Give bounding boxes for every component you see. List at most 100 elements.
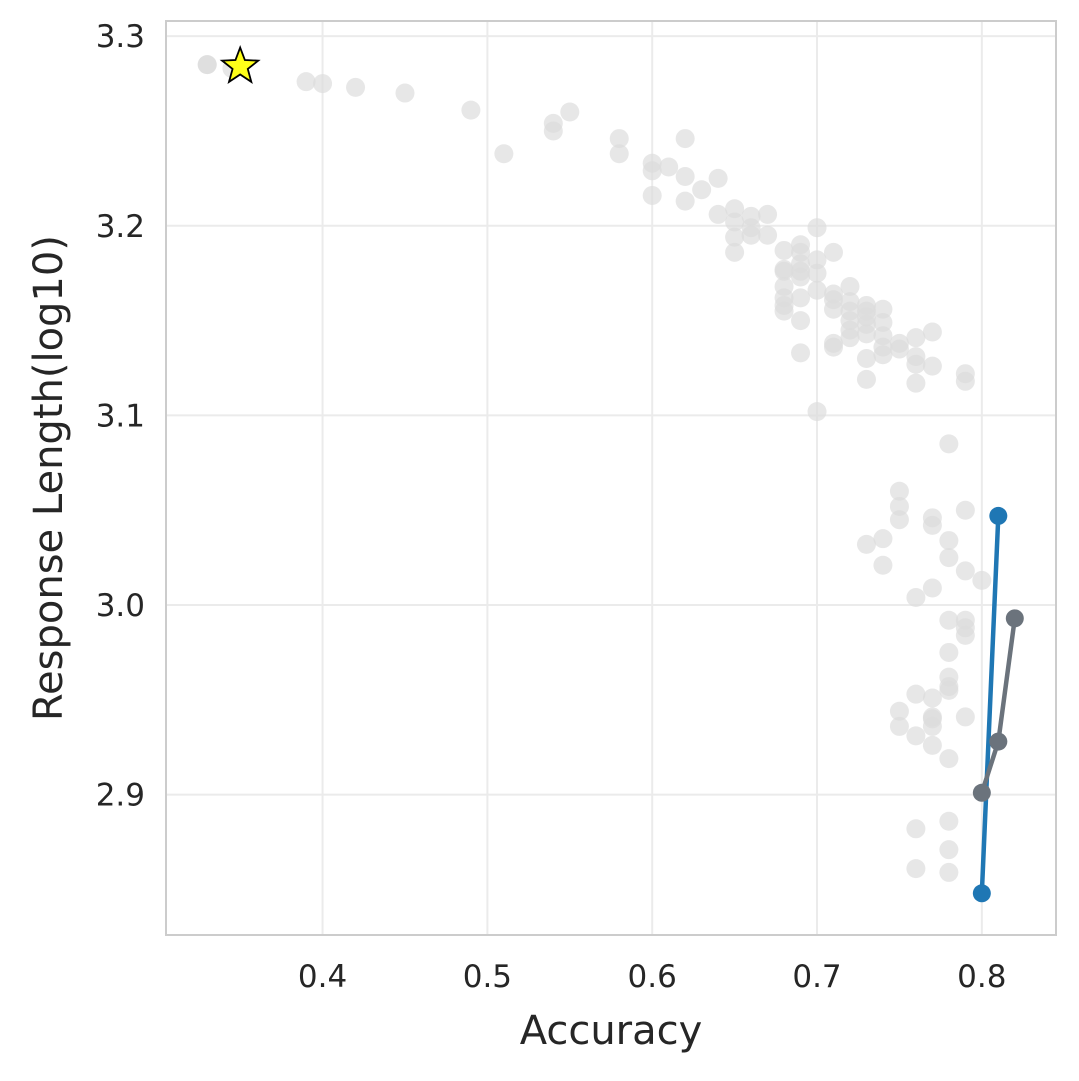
background-point — [856, 534, 876, 554]
background-point — [889, 339, 909, 359]
background-point — [906, 373, 926, 393]
background-point — [609, 144, 629, 164]
background-point — [939, 749, 959, 769]
background-point — [873, 529, 893, 549]
background-point — [296, 72, 316, 92]
background-point — [824, 242, 843, 262]
background-point — [807, 263, 827, 283]
background-point — [922, 578, 942, 598]
background-point — [955, 561, 975, 581]
background-point — [807, 280, 827, 300]
background-point — [659, 157, 679, 177]
background-point — [774, 261, 794, 281]
background-point — [824, 337, 843, 357]
background-point — [906, 587, 926, 607]
background-point — [889, 701, 909, 721]
background-point — [939, 434, 959, 454]
background-point — [791, 267, 811, 287]
background-point — [873, 555, 893, 575]
background-point — [922, 688, 942, 708]
background-point — [922, 356, 942, 376]
background-point — [758, 204, 778, 224]
y-tick-label: 3.1 — [96, 398, 145, 434]
background-point — [972, 570, 992, 590]
background-point — [840, 328, 860, 348]
background-point — [873, 345, 893, 365]
background-point — [906, 328, 926, 348]
star-marker — [219, 44, 261, 84]
background-point — [313, 74, 333, 94]
background-point — [708, 204, 728, 224]
background-point — [889, 496, 909, 516]
background-point — [873, 299, 893, 319]
background-point — [939, 680, 959, 700]
background-point — [461, 100, 481, 120]
background-point — [939, 862, 959, 882]
background-point — [675, 129, 695, 149]
background-point — [906, 354, 926, 374]
background-point — [922, 735, 942, 755]
background-point — [906, 726, 926, 746]
background-point — [758, 225, 778, 245]
background-point — [774, 240, 794, 260]
y-tick-label: 3.0 — [96, 588, 145, 624]
background-point — [889, 716, 909, 736]
background-point — [807, 218, 827, 238]
background-point — [906, 859, 926, 879]
series-point-1 — [989, 732, 1008, 751]
background-point — [939, 811, 959, 831]
background-point — [791, 343, 811, 363]
background-point — [642, 161, 662, 181]
y-tick-label: 3.2 — [96, 209, 145, 245]
background-point — [543, 121, 563, 141]
background-point — [708, 168, 728, 188]
background-point — [939, 610, 959, 630]
background-point — [906, 819, 926, 839]
background-point — [774, 301, 794, 321]
background-point — [346, 77, 366, 97]
background-point — [939, 840, 959, 860]
background-point — [791, 288, 811, 308]
series-point-0 — [989, 506, 1008, 525]
y-tick-label: 2.9 — [96, 778, 145, 814]
background-point — [807, 250, 827, 270]
background-point — [955, 500, 975, 520]
x-tick-label: 0.5 — [463, 959, 512, 995]
series-line-0 — [979, 513, 1001, 896]
y-tick-label: 3.3 — [96, 19, 145, 55]
background-point — [494, 144, 514, 164]
plot-frame — [165, 20, 1057, 936]
background-point — [675, 191, 695, 211]
background-point — [922, 716, 942, 736]
x-tick-label: 0.7 — [792, 959, 841, 995]
x-tick-label: 0.4 — [298, 959, 347, 995]
background-point — [675, 166, 695, 186]
background-point — [856, 349, 876, 369]
background-point — [840, 276, 860, 296]
series-point-0 — [972, 884, 991, 903]
background-point — [725, 242, 745, 262]
background-point — [856, 369, 876, 389]
background-point — [889, 510, 909, 530]
background-point — [725, 199, 745, 219]
background-point — [955, 707, 975, 727]
background-point — [955, 371, 975, 391]
background-points-layer — [197, 55, 992, 882]
background-point — [873, 313, 893, 333]
background-point — [922, 515, 942, 535]
background-point — [642, 185, 662, 205]
x-tick-label: 0.6 — [628, 959, 677, 995]
x-tick-label: 0.8 — [957, 959, 1006, 995]
series-layer — [972, 506, 1024, 903]
background-point — [395, 83, 415, 103]
background-point — [939, 548, 959, 568]
background-point — [922, 322, 942, 342]
background-point — [609, 129, 629, 149]
star-layer — [219, 44, 261, 84]
series-point-1 — [1005, 609, 1024, 628]
background-point — [791, 311, 811, 331]
background-point — [197, 55, 217, 75]
